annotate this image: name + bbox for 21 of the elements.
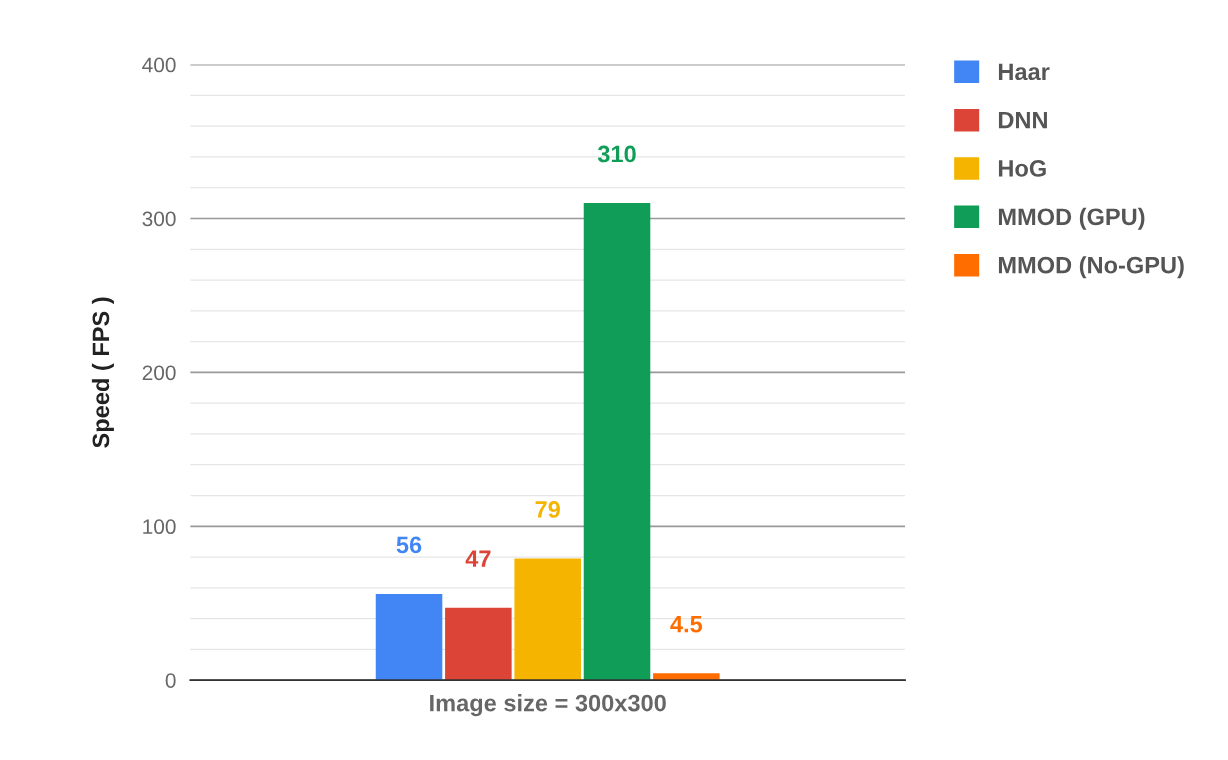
data-label: 310 bbox=[597, 145, 636, 163]
legend-label: Haar bbox=[998, 63, 1050, 81]
data-label: 79 bbox=[535, 501, 560, 518]
legend-label: HoG bbox=[998, 160, 1046, 177]
legend-label: DNN bbox=[998, 111, 1047, 129]
bar bbox=[583, 203, 651, 681]
legend-label: MMOD (GPU) bbox=[998, 207, 1145, 230]
data-label: 47 bbox=[465, 550, 491, 567]
y-tick-label: 200 bbox=[142, 365, 176, 381]
bar bbox=[375, 594, 443, 681]
y-tick-label: 300 bbox=[142, 211, 176, 227]
data-label: 56 bbox=[396, 536, 422, 554]
y-tick-label: 100 bbox=[143, 519, 176, 535]
legend-label: MMOD (No-GPU) bbox=[998, 256, 1184, 279]
y-tick-label: 400 bbox=[142, 57, 176, 73]
y-tick-label: 0 bbox=[165, 673, 176, 688]
data-label: 4.5 bbox=[670, 616, 703, 633]
bar bbox=[445, 607, 512, 681]
x-tick-label: Image size = 300x300 bbox=[430, 694, 666, 717]
bar bbox=[514, 558, 581, 681]
y-axis-title: Speed ( FPS ) bbox=[91, 297, 114, 448]
